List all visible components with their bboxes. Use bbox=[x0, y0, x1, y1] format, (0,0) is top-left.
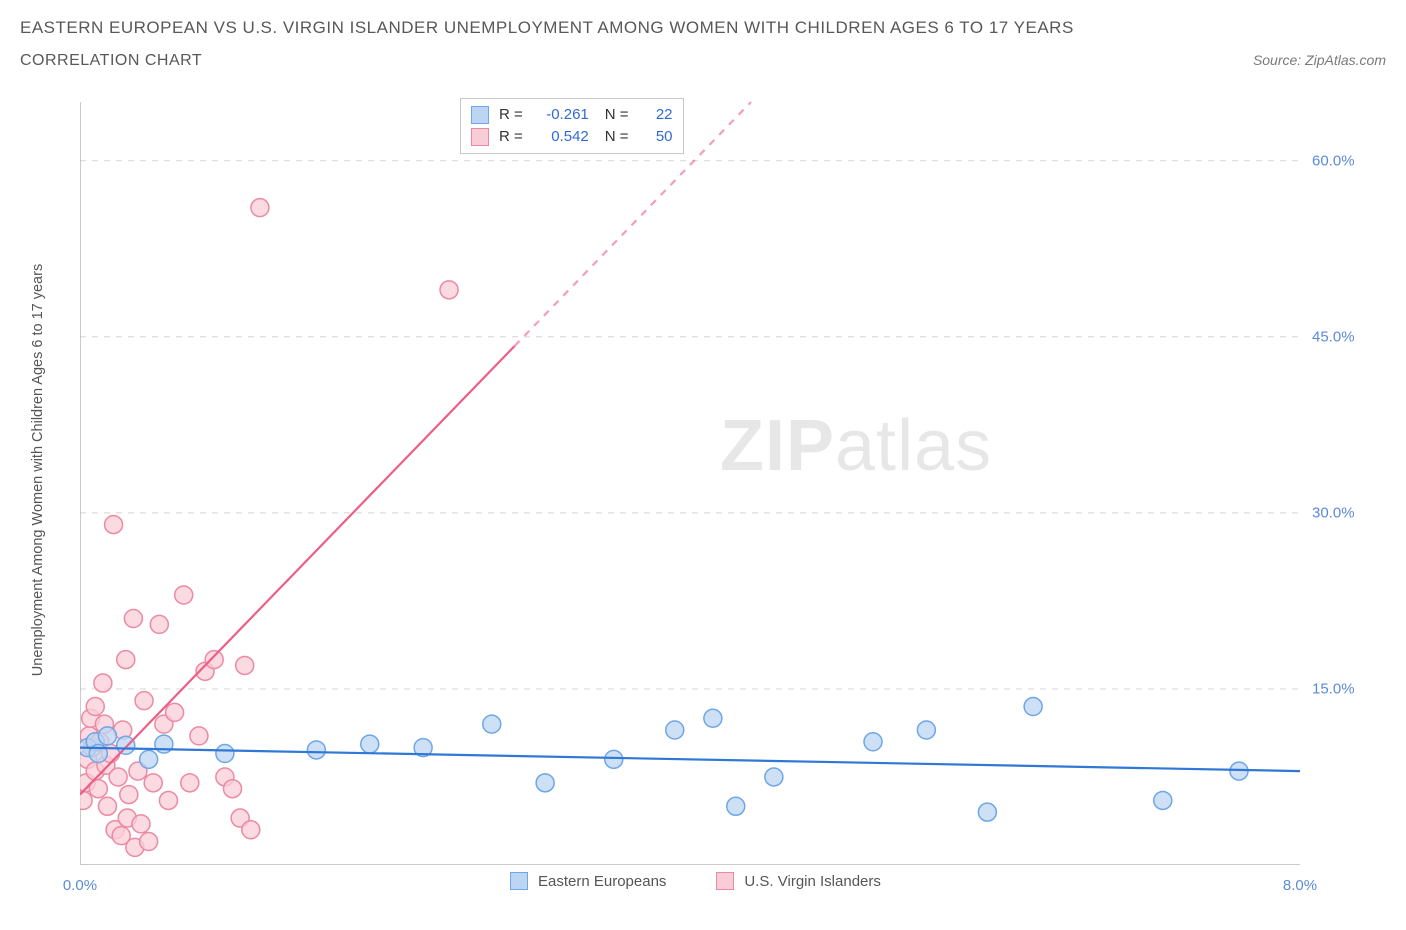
legend: Eastern Europeans U.S. Virgin Islanders bbox=[510, 872, 881, 890]
legend-item-pink: U.S. Virgin Islanders bbox=[716, 872, 880, 890]
swatch-pink-icon bbox=[471, 128, 489, 146]
x-tick: 8.0% bbox=[1283, 877, 1317, 894]
chart: ZIPatlas R = -0.261 N = 22 R = 0.542 N =… bbox=[80, 100, 1360, 865]
correlation-box: R = -0.261 N = 22 R = 0.542 N = 50 bbox=[460, 98, 684, 154]
y-tick: 60.0% bbox=[1312, 152, 1355, 169]
x-tick: 0.0% bbox=[63, 877, 97, 894]
y-tick: 45.0% bbox=[1312, 328, 1355, 345]
swatch-blue-icon bbox=[471, 106, 489, 124]
correlation-row-pink: R = 0.542 N = 50 bbox=[471, 126, 673, 148]
scatter-plot bbox=[80, 100, 1360, 865]
y-tick: 15.0% bbox=[1312, 680, 1355, 697]
legend-label: Eastern Europeans bbox=[538, 873, 666, 890]
source-label: Source: ZipAtlas.com bbox=[1253, 52, 1386, 68]
page-title: EASTERN EUROPEAN VS U.S. VIRGIN ISLANDER… bbox=[20, 18, 1386, 38]
swatch-pink-icon bbox=[716, 872, 734, 890]
legend-label: U.S. Virgin Islanders bbox=[744, 873, 880, 890]
y-tick: 30.0% bbox=[1312, 504, 1355, 521]
swatch-blue-icon bbox=[510, 872, 528, 890]
correlation-row-blue: R = -0.261 N = 22 bbox=[471, 104, 673, 126]
page-subtitle: CORRELATION CHART bbox=[20, 52, 202, 70]
legend-item-blue: Eastern Europeans bbox=[510, 872, 666, 890]
y-axis-label: Unemployment Among Women with Children A… bbox=[30, 264, 46, 676]
